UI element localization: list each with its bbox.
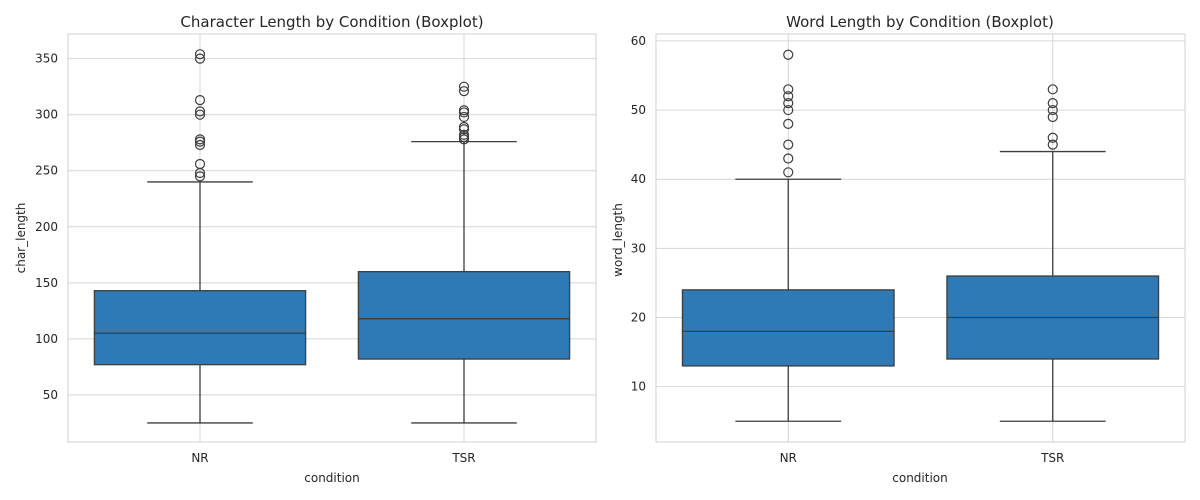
x-tick-label: NR bbox=[780, 451, 797, 465]
outlier-point bbox=[194, 109, 206, 120]
plot-frame bbox=[67, 33, 597, 443]
y-tick-label: 250 bbox=[35, 164, 58, 178]
outlier-point bbox=[1047, 132, 1058, 143]
outlier-point bbox=[194, 134, 206, 145]
outlier-point bbox=[783, 98, 794, 109]
box-nr bbox=[681, 49, 895, 422]
y-tick-label: 50 bbox=[631, 103, 646, 117]
outlier-point bbox=[458, 86, 470, 97]
outlier-point bbox=[1047, 84, 1058, 95]
y-tick-label: 10 bbox=[631, 380, 646, 394]
box-tsr bbox=[946, 84, 1160, 422]
outlier-point bbox=[194, 139, 206, 151]
iqr-box bbox=[93, 290, 307, 366]
outlier-point bbox=[458, 81, 470, 92]
x-tick-label: NR bbox=[191, 451, 208, 465]
outlier-point bbox=[458, 105, 470, 116]
iqr-box bbox=[681, 289, 895, 367]
y-tick-label: 20 bbox=[631, 311, 646, 325]
y-tick-label: 200 bbox=[35, 220, 58, 234]
chart-title: Word Length by Condition (Boxplot) bbox=[786, 13, 1054, 31]
iqr-box bbox=[357, 270, 571, 360]
outlier-point bbox=[458, 111, 470, 123]
outlier-point bbox=[194, 49, 206, 60]
chart-title: Character Length by Condition (Boxplot) bbox=[180, 13, 483, 31]
y-tick-label: 60 bbox=[631, 34, 646, 48]
y-tick-label: 50 bbox=[43, 388, 58, 402]
outlier-point bbox=[783, 139, 794, 150]
outlier-point bbox=[783, 84, 794, 95]
outlier-point bbox=[1047, 139, 1058, 150]
y-tick-label: 350 bbox=[35, 52, 58, 66]
x-tick-label: TSR bbox=[451, 451, 475, 465]
box-tsr bbox=[357, 81, 571, 424]
x-tick-label: TSR bbox=[1040, 451, 1064, 465]
y-tick-label: 30 bbox=[631, 241, 646, 255]
y-axis-label: char_length bbox=[14, 203, 28, 274]
outlier-point bbox=[194, 95, 206, 106]
word-length-chart: Word Length by Condition (Boxplot) word_… bbox=[611, 13, 1186, 485]
y-tick-label: 100 bbox=[35, 332, 58, 346]
outlier-point bbox=[783, 118, 794, 129]
outlier-point bbox=[194, 158, 206, 170]
outlier-point bbox=[783, 91, 794, 102]
y-axis-label: word_length bbox=[611, 203, 625, 277]
outlier-point bbox=[194, 106, 206, 117]
plot-frame bbox=[655, 33, 1186, 443]
x-axis-label: condition bbox=[892, 471, 947, 485]
outlier-point bbox=[783, 104, 794, 116]
x-axis-label: condition bbox=[304, 471, 359, 485]
outlier-point bbox=[458, 129, 470, 140]
outlier-point bbox=[783, 49, 794, 60]
y-tick-label: 40 bbox=[631, 172, 646, 186]
outlier-point bbox=[1047, 111, 1058, 123]
outlier-point bbox=[783, 153, 794, 164]
plot-area: 50 100 150 200 250 300 350 NR TSR bbox=[35, 33, 597, 465]
y-tick-label: 150 bbox=[35, 276, 58, 290]
outlier-point bbox=[1047, 104, 1058, 116]
outlier-point bbox=[1047, 98, 1058, 109]
outlier-point bbox=[194, 53, 206, 64]
outlier-point bbox=[194, 171, 206, 182]
char-length-chart: Character Length by Condition (Boxplot) … bbox=[14, 13, 597, 485]
y-tick-label: 300 bbox=[35, 108, 58, 122]
outlier-point bbox=[458, 121, 470, 133]
outlier-point bbox=[783, 167, 794, 178]
plot-area: 10 20 30 40 50 60 NR TSR bbox=[631, 33, 1186, 465]
box-nr bbox=[93, 49, 307, 424]
